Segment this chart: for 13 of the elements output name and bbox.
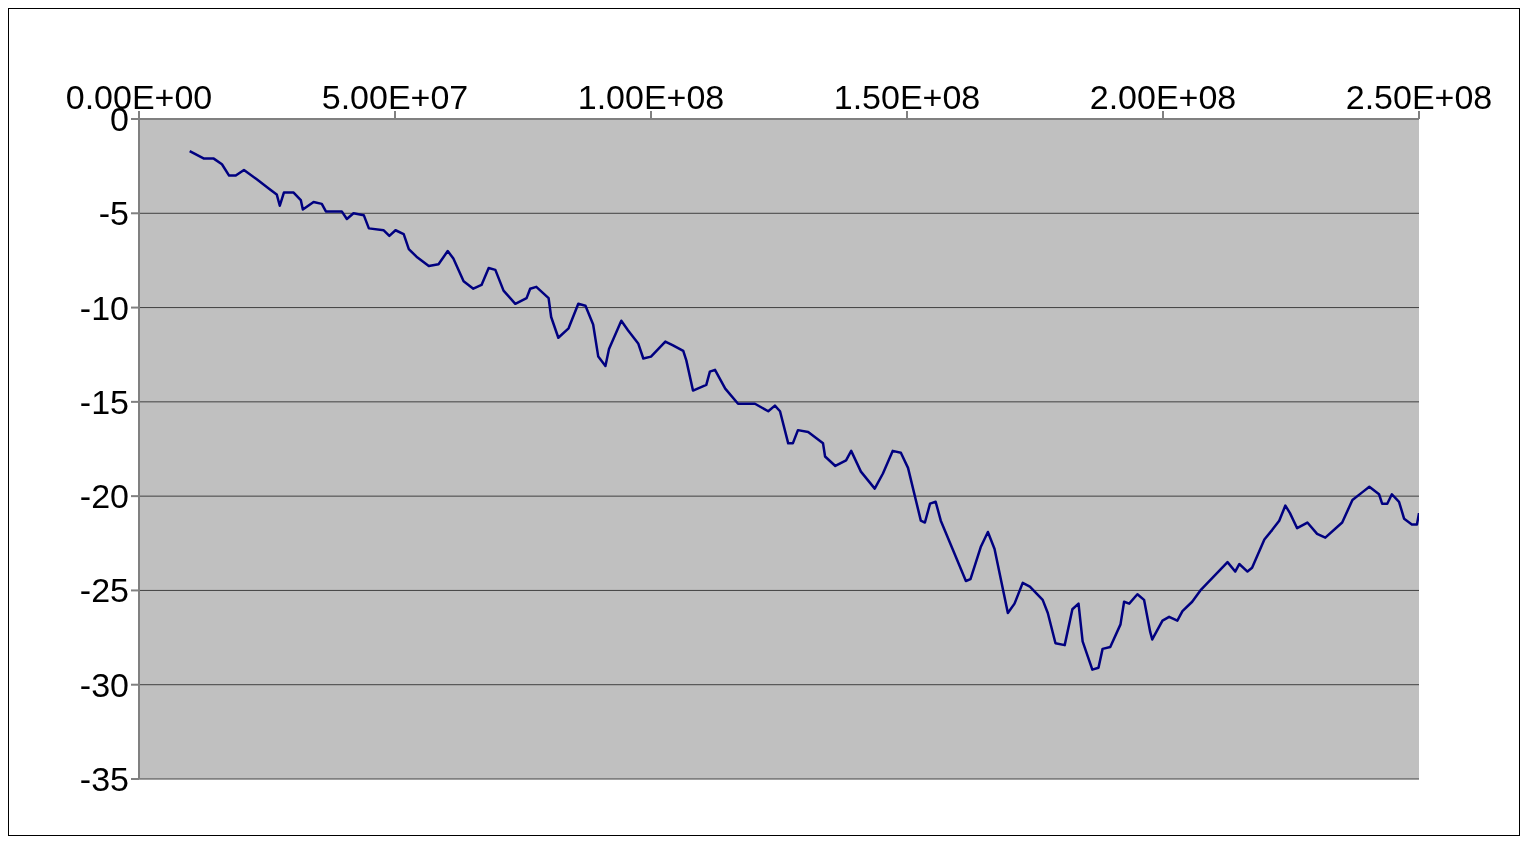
y-tick-label: -35 — [79, 760, 129, 799]
x-tick-label: 1.50E+08 — [833, 78, 981, 116]
y-tick-label: -10 — [79, 288, 129, 327]
y-tick-label: -5 — [98, 194, 129, 233]
y-tick-label: -25 — [79, 571, 129, 610]
y-tick-label: -20 — [79, 477, 129, 516]
y-tick-label: -30 — [79, 665, 129, 704]
x-tick-label: 1.00E+08 — [577, 78, 725, 116]
x-tick-label: 5.00E+07 — [321, 78, 469, 116]
x-tick-label: 2.50E+08 — [1345, 78, 1493, 116]
x-tick-label: 2.00E+08 — [1089, 78, 1237, 116]
line-series — [188, 149, 1419, 671]
y-tick-label: -15 — [79, 382, 129, 421]
